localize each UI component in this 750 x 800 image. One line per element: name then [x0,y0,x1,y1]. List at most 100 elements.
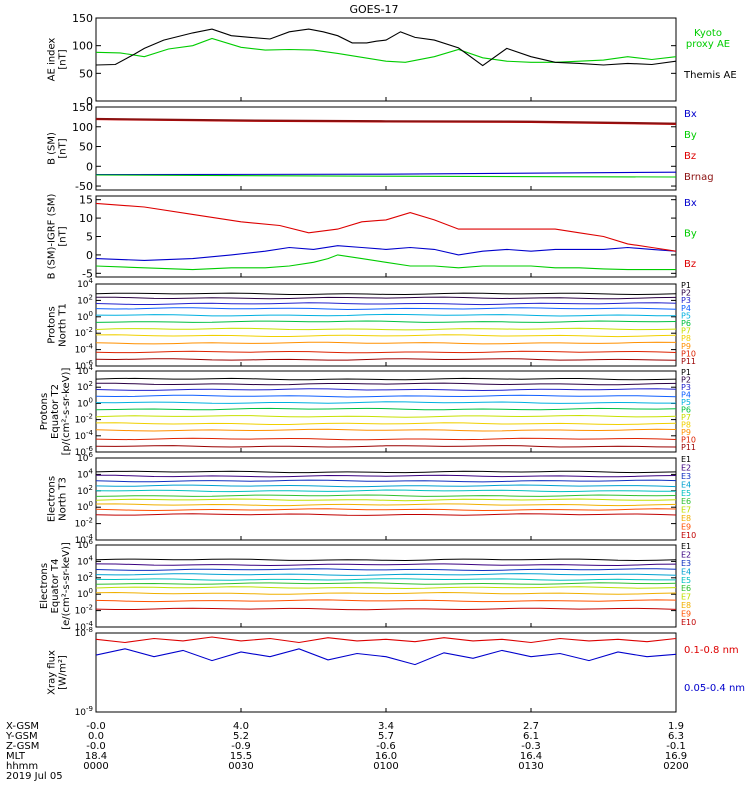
x-row-label: hhmm [6,761,38,772]
x-axis-value: 0.0 [88,731,104,742]
y-tick-label: 104 [77,467,93,480]
y-tick-label: 10-2 [75,604,93,617]
channel-label: P6 [681,406,691,415]
y-tick-label: 150 [72,12,93,25]
flux-line-e6 [96,494,676,497]
x-axis-value: -0.1 [666,741,686,752]
series-group [96,28,676,67]
y-axis-label: [p/(cm²-s-sr-keV)] [61,368,72,456]
x-axis-value: 15.5 [230,751,252,762]
flux-line-p5 [96,313,676,317]
x-axis-value: 5.2 [233,731,249,742]
y-axis-label: AE index [47,38,58,82]
series-line-bx [96,171,676,176]
flux-line-e9 [96,508,676,512]
legend-entry: Bx [684,109,697,120]
flux-line-e1 [96,470,676,474]
x-axis-value: 16.0 [375,751,397,762]
channel-label: P11 [681,443,696,452]
channel-label: P10 [681,436,696,445]
y-axis-label: North T1 [58,303,69,347]
flux-line-p3 [96,388,676,392]
flux-line-e5 [96,578,676,581]
channel-label: P10 [681,349,696,358]
channel-label: E7 [681,593,691,602]
y-axis-label: Equator T2 [50,384,61,439]
y-axis-label: North T3 [58,477,69,521]
x-axis-value: -0.0 [86,741,106,752]
y-axis-label: [nT] [58,226,69,246]
x-row-label: X-GSM [6,721,39,732]
y-tick-label: 100 [72,40,93,53]
y-tick-label: 50 [79,141,93,154]
y-tick-label: 102 [77,380,93,393]
y-tick-label: 100 [77,500,93,513]
series-group [96,202,676,271]
legend-entry: By [684,229,697,240]
y-axis-label: B (SM) [47,132,58,165]
flux-line-e3 [96,568,676,572]
panel-frame [95,283,677,367]
flux-line-e4 [96,484,676,488]
y-tick-label: 10-4 [75,343,94,356]
legend-entry: Kyoto proxy AE [686,28,730,50]
y-axis-label: Xray flux [47,650,58,695]
x-axis-value: 0030 [228,761,253,772]
x-axis-value: 0100 [373,761,398,772]
y-tick-label: -50 [75,180,93,193]
x-axis-value: -0.3 [521,741,541,752]
flux-line-e7 [96,586,676,590]
y-tick-label: 104 [77,554,93,567]
x-axis-value: 0130 [518,761,543,772]
flux-line-e10 [96,513,676,516]
channel-label: P9 [681,342,691,351]
channel-label: E9 [681,610,691,619]
y-tick-label: 5 [86,231,93,244]
channel-label: E8 [681,514,691,523]
legend-entry: By [684,130,697,141]
channel-label: E3 [681,472,691,481]
series-line-kyoto-proxy-ae [96,37,676,63]
y-tick-label: 100 [72,121,93,134]
channel-label: E10 [681,531,696,540]
y-tick-label: 100 [77,396,93,409]
flux-line-e7 [96,498,676,502]
x-row-label: Y-GSM [5,731,38,742]
panel-frame [95,632,677,713]
flux-line-e2 [96,474,676,478]
legend-entry: 0.05-0.4 nm [684,683,745,694]
legend-entry: Bz [684,259,696,270]
y-tick-label: 100 [77,310,93,323]
series-line-by [96,254,676,271]
channel-label: E1 [681,542,691,551]
channel-label: E9 [681,523,691,532]
channel-label: E6 [681,497,691,506]
flux-line-p11 [96,445,676,448]
y-axis-label: [nT] [58,138,69,158]
flux-line-p6 [96,320,676,323]
flux-line-p11 [96,358,676,361]
x-axis-value: 16.9 [665,751,687,762]
panel-frame [95,544,677,628]
x-axis-value: 2.7 [523,721,539,732]
x-axis-value: 0000 [83,761,108,772]
flux-line-p8 [96,334,676,338]
channel-label: P1 [681,281,691,290]
y-tick-label: 15 [79,194,93,207]
channel-label: P2 [681,289,691,298]
x-axis-value: 18.4 [85,751,107,762]
flux-line-e3 [96,479,676,483]
channel-label: P4 [681,391,691,400]
channel-label: E2 [681,463,691,472]
y-axis-label: Electrons [39,563,50,609]
channel-label: E2 [681,550,691,559]
channel-label: P7 [681,413,691,422]
y-axis-label: [e/(cm²-s-sr-keV)] [61,542,72,630]
flux-line-p8 [96,422,676,426]
channel-label: P3 [681,383,691,392]
x-axis-value: -0.9 [231,741,251,752]
